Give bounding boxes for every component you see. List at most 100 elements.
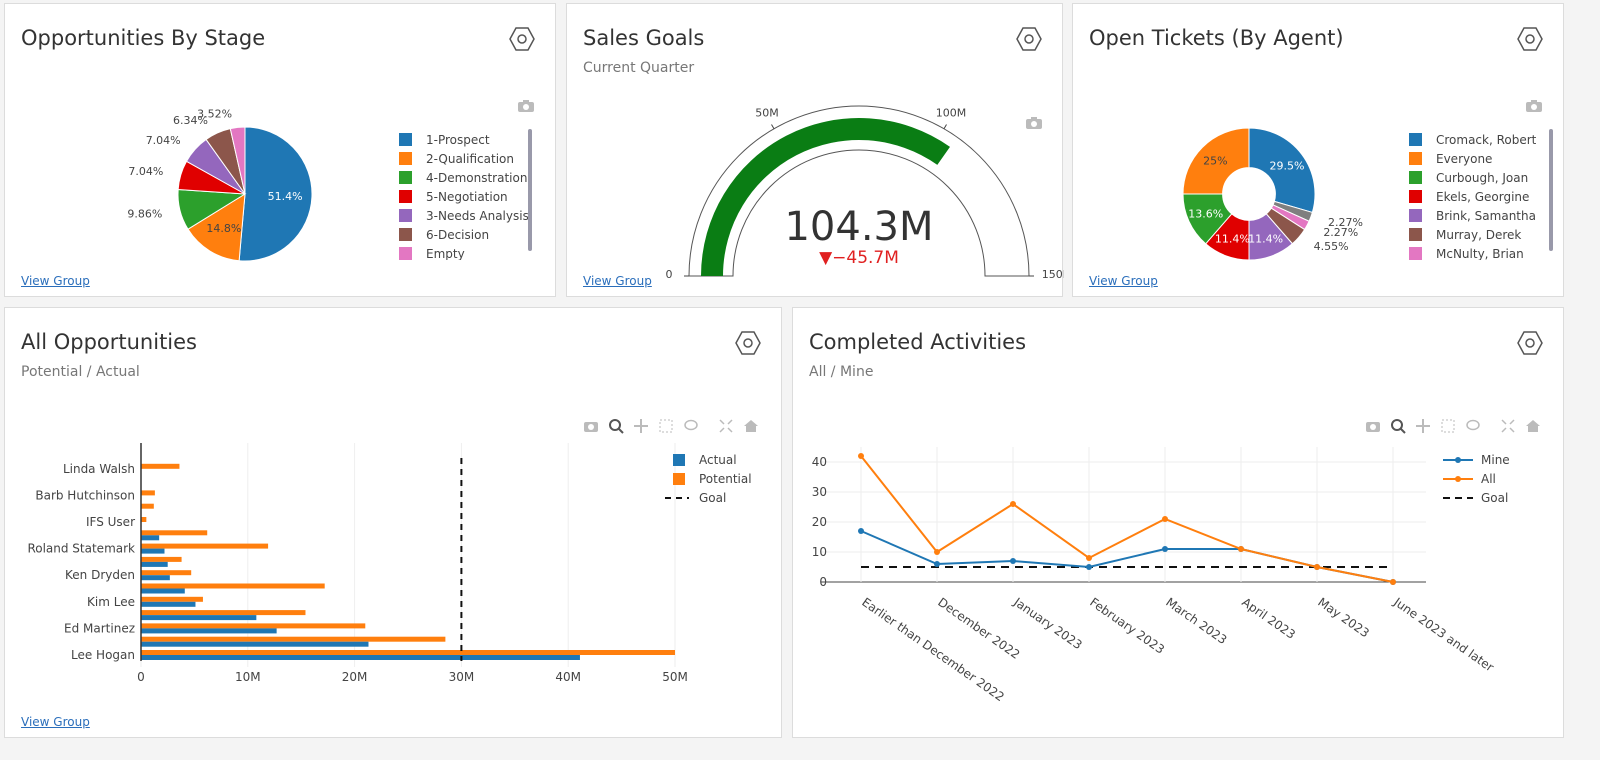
panel-title: Sales Goals: [583, 26, 705, 50]
y-tick-label: Barb Hutchinson: [35, 488, 135, 502]
lasso-icon[interactable]: [683, 418, 699, 434]
legend-item[interactable]: 6-Decision: [399, 225, 529, 244]
legend-item[interactable]: 3-Needs Analysis: [399, 206, 529, 225]
y-tick-label: 30: [812, 485, 827, 499]
view-group-link[interactable]: View Group: [21, 274, 90, 288]
slice-label: 25%: [1203, 154, 1227, 167]
legend-item[interactable]: 1-Prospect: [399, 130, 529, 149]
legend-swatch: [399, 228, 412, 241]
camera-icon[interactable]: [1365, 418, 1381, 434]
legend-label: 1-Prospect: [426, 132, 490, 147]
x-tick-label: January 2023: [1010, 594, 1084, 652]
legend-swatch: [399, 133, 412, 146]
bar-potential: [141, 530, 208, 536]
bar-actual: [141, 588, 185, 594]
legend-scrollbar[interactable]: [528, 129, 532, 251]
legend-item[interactable]: Cromack, Robert: [1409, 130, 1536, 149]
legend-label: Ekels, Georgine: [1436, 189, 1530, 204]
legend-item[interactable]: Ekels, Georgine: [1409, 187, 1536, 206]
box-select-icon[interactable]: [1440, 418, 1456, 434]
legend-item[interactable]: 5-Negotiation: [399, 187, 529, 206]
view-group-link[interactable]: View Group: [583, 274, 652, 288]
legend-label: 2-Qualification: [426, 151, 514, 166]
legend-item[interactable]: 4-Demonstration: [399, 168, 529, 187]
gauge-tick-label: 100M: [936, 107, 967, 120]
legend-label: Everyone: [1436, 151, 1493, 166]
settings-icon[interactable]: [1517, 26, 1543, 52]
slice-label: 29.5%: [1270, 159, 1305, 172]
camera-icon[interactable]: [1525, 99, 1543, 113]
bar-potential: [141, 543, 269, 549]
slice-label: 11.4%: [1248, 232, 1283, 245]
bar-actual: [141, 601, 196, 607]
bar-potential: [141, 490, 155, 496]
data-point: [1162, 546, 1168, 552]
settings-icon[interactable]: [1517, 330, 1543, 356]
view-group-link[interactable]: View Group: [1089, 274, 1158, 288]
box-select-icon[interactable]: [658, 418, 674, 434]
zoom-icon[interactable]: [1390, 418, 1406, 434]
camera-icon[interactable]: [517, 99, 535, 113]
legend-swatch: [1409, 209, 1422, 222]
legend-label: Mine: [1481, 453, 1510, 467]
opportunities-bar-chart: 0 10M 20M 30M 40M 50M Lee Hogan Ed Martinez Kim …: [27, 443, 752, 684]
x-tick-label: 40M: [555, 670, 581, 684]
legend-label: Curbough, Joan: [1436, 170, 1529, 185]
legend-item[interactable]: Empty: [399, 244, 529, 260]
autoscale-icon[interactable]: [1500, 418, 1516, 434]
legend-item[interactable]: Everyone: [1409, 149, 1536, 168]
bar-potential: [141, 503, 154, 509]
legend-item[interactable]: Curbough, Joan: [1409, 168, 1536, 187]
legend-item[interactable]: McNulty, Brian: [1409, 244, 1536, 260]
lasso-icon[interactable]: [1465, 418, 1481, 434]
legend-scrollbar[interactable]: [1549, 129, 1553, 251]
bar-potential: [141, 636, 446, 642]
bar-potential: [141, 610, 306, 616]
home-icon[interactable]: [743, 418, 759, 434]
y-tick-label: Ed Martinez: [64, 621, 135, 635]
data-point: [858, 528, 864, 534]
y-tick-label: 10: [812, 545, 827, 559]
x-tick-label: March 2023: [1163, 595, 1229, 647]
camera-icon[interactable]: [1025, 116, 1043, 130]
legend-item[interactable]: Brink, Samantha: [1409, 206, 1536, 225]
series-line-all: [860, 455, 1394, 583]
data-point: [1010, 558, 1016, 564]
panel-title: All Opportunities: [21, 330, 197, 354]
settings-icon[interactable]: [1016, 26, 1042, 52]
y-tick-label: IFS User: [86, 515, 135, 529]
slice-label: 13.6%: [1188, 208, 1223, 221]
tickets-legend: Cromack, Robert Everyone Curbough, Joan Eke…: [1409, 130, 1536, 260]
home-icon[interactable]: [1525, 418, 1541, 434]
tickets-donut-chart: 29.5%2.27%2.27%4.55%11.4%11.4%13.6%25%: [1182, 127, 1363, 261]
pie-slice: [1182, 127, 1250, 195]
data-point: [1314, 564, 1320, 570]
x-tick-label: April 2023: [1239, 595, 1298, 642]
y-tick-label: Ken Dryden: [65, 568, 135, 582]
gauge-tick-label: 0: [666, 268, 673, 281]
legend-swatch: [399, 190, 412, 203]
legend-swatch: [399, 247, 412, 260]
autoscale-icon[interactable]: [718, 418, 734, 434]
settings-icon[interactable]: [509, 26, 535, 52]
legend-label: 4-Demonstration: [426, 170, 528, 185]
pan-icon[interactable]: [633, 418, 649, 434]
view-group-link[interactable]: View Group: [21, 715, 90, 729]
data-point: [1086, 564, 1092, 570]
zoom-icon[interactable]: [608, 418, 624, 434]
slice-label: 11.4%: [1215, 233, 1250, 246]
legend-swatch: [399, 152, 412, 165]
slice-label: 4.55%: [1314, 240, 1349, 253]
camera-icon[interactable]: [583, 418, 599, 434]
pan-icon[interactable]: [1415, 418, 1431, 434]
x-tick-label: February 2023: [1087, 595, 1167, 657]
sales-goals-panel: Sales Goals Current Quarter 0 50M 100M 150M…: [566, 3, 1064, 297]
bar-actual: [141, 641, 369, 647]
bar-actual: [141, 615, 257, 621]
legend-item[interactable]: Murray, Derek: [1409, 225, 1536, 244]
data-point: [1010, 501, 1016, 507]
legend-item[interactable]: 2-Qualification: [399, 149, 529, 168]
legend-swatch: [673, 454, 685, 466]
bar-actual: [141, 548, 165, 554]
settings-icon[interactable]: [735, 330, 761, 356]
